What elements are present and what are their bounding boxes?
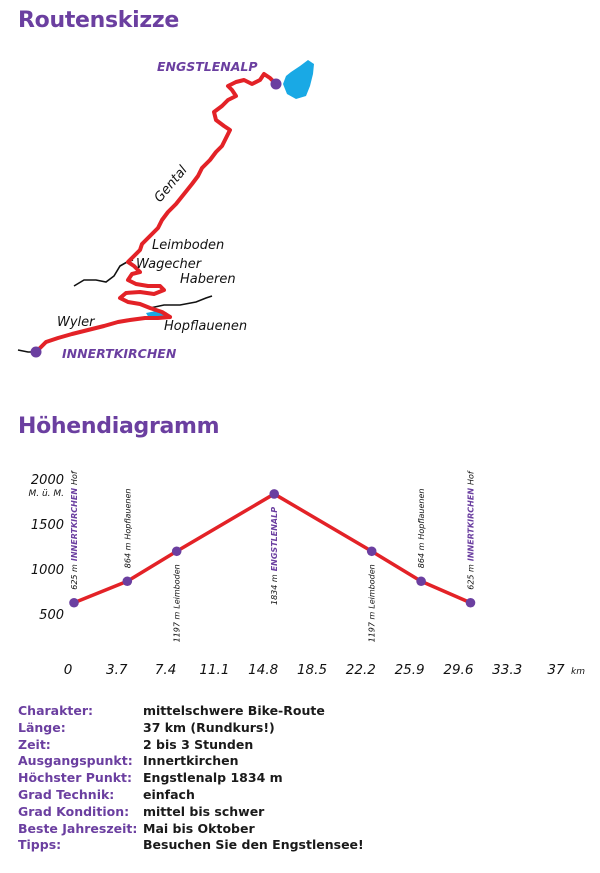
x-tick-label: 25.9 [395,662,425,678]
info-key: Ausgangspunkt: [18,753,133,769]
elevation-title: Höhendiagramm [18,414,220,439]
info-value: mittel bis schwer [143,803,265,819]
route-line [34,72,278,354]
info-key: Zeit: [18,736,51,752]
x-tick-label: 3.7 [106,662,128,678]
point-label-place: Hopflauenen [417,489,426,540]
y-tick-label: 1500 [31,518,64,533]
map-label-wagecher: Wagecher [136,257,203,272]
info-row: Beste Jahreszeit: Mai bis Oktober [18,821,364,838]
x-tick-label: 33.3 [492,662,522,678]
point-label-place: INNERTKIRCHEN [467,488,476,561]
x-tick-label: 0 [64,662,73,678]
info-row: Zeit: 2 bis 3 Stunden [18,737,364,754]
info-key: Grad Technik: [18,786,115,802]
info-row: Länge: 37 km (Rundkurs!) [18,720,364,737]
data-point [465,597,476,608]
info-value: Besuchen Sie den Engstlensee! [143,837,364,853]
point-label: 1197 m Leimboden [368,564,377,642]
point-label: 1197 m Leimboden [173,564,182,642]
info-key: Tipps: [18,837,62,853]
map-label-wyler: Wyler [57,315,96,330]
point-label: 625 m INNERTKIRCHEN Hof [467,470,476,590]
data-point [122,576,133,587]
x-tick-label: 14.8 [248,662,278,678]
info-key: Grad Kondition: [18,803,130,819]
point-label-elevation: 625 m [70,564,79,590]
point-label-elevation: 864 m [417,542,426,568]
info-row: Grad Kondition: mittel bis schwer [18,804,364,821]
x-tick-label: 18.5 [297,662,327,678]
info-value: mittelschwere Bike-Route [143,703,325,718]
x-tick-label: 37 [547,662,565,678]
point-label-elevation: 1834 m [270,574,279,605]
point-label-suffix: Hof [467,470,476,485]
info-key: Länge: [18,719,66,735]
point-label-elevation: 1197 m [173,612,182,643]
x-tick-label: 22.2 [346,662,376,678]
info-value: einfach [143,786,195,802]
point-label-place: Hopflauenen [123,489,132,540]
x-axis: 0 3.7 7.4 11.1 14.8 18.5 22.2 25.9 29.6 33.3 37 [64,662,565,678]
x-tick-label: 7.4 [155,662,176,678]
info-key: Höchster Punkt: [18,770,133,786]
info-row: Charakter: mittelschwere Bike-Route [18,703,364,720]
info-row: Ausgangspunkt: Innertkirchen [18,753,364,770]
route-info-table: Charakter: mittelschwere Bike-Route Länge:… [18,703,364,854]
info-row: Tipps: Besuchen Sie den Engstlensee! [18,837,364,854]
map-label-leimboden: Leimboden [152,238,224,253]
point-label-suffix: Hof [70,470,79,485]
info-value: Innertkirchen [143,753,239,769]
map-label-haberen: Haberen [180,272,236,287]
y-tick-label: 500 [39,608,64,623]
y-tick-label: 2000 [31,473,64,488]
road-wagecher [73,259,134,287]
data-point [416,576,426,587]
point-label: 1834 m ENGSTLENALP [270,507,279,605]
y-tick-label: 1000 [31,563,64,578]
point-label-elevation: 625 m [467,564,476,590]
point-label: 625 m INNERTKIRCHEN Hof [70,470,79,590]
map-label-engstlenalp: ENGSTLENALP [157,59,258,74]
info-key: Beste Jahreszeit: [18,820,138,836]
point-label-elevation: 864 m [123,542,132,568]
map-label-hopflauenen: Hopflauenen [164,319,247,334]
info-row: Höchster Punkt: Engstlenalp 1834 m [18,770,364,787]
y-axis: 2000 1500 1000 500 [31,473,64,623]
point-label-place: Leimboden [368,564,377,608]
route-map: ENGSTLENALP Gental Leimboden Wagecher Ha… [17,59,314,361]
point-label-place: INNERTKIRCHEN [70,488,79,561]
road-hopflauenen [149,295,213,309]
point-label-place: ENGSTLENALP [270,507,279,571]
map-label-gental: Gental [152,163,191,206]
info-value: Engstlenalp 1834 m [143,770,283,786]
point-label: 864 m Hopflauenen [417,489,426,569]
route-sketch-title: Routenskizze [18,8,180,33]
engstlensee-lake [283,60,314,99]
point-label: 864 m Hopflauenen [123,489,132,569]
x-unit-label: km [571,667,585,677]
elevation-chart: 2000 1500 1000 500 0 3.7 7.4 11.1 14.8 18.5 22.2 2… [28,470,585,678]
data-point [269,489,280,499]
data-point [69,597,79,608]
point-labels: 625 m INNERTKIRCHEN Hof 864 m Hopflauenen 119… [70,470,476,642]
info-row: Grad Technik: einfach [18,787,364,804]
info-value: 37 km (Rundkurs!) [143,719,275,735]
y-unit-label: M. ü. M. [28,489,64,499]
point-label-place: Leimboden [173,564,182,608]
engstlenalp-point [270,78,282,90]
info-value: Mai bis Oktober [143,820,255,836]
data-point [366,546,377,557]
data-points [69,489,476,608]
x-tick-label: 11.1 [199,662,229,678]
x-tick-label: 29.6 [443,662,473,678]
map-label-innertkirchen: INNERTKIRCHEN [62,346,177,361]
info-key: Charakter: [18,703,94,718]
innertkirchen-point [30,346,42,358]
info-value: 2 bis 3 Stunden [143,736,254,752]
data-point [171,546,182,557]
point-label-elevation: 1197 m [368,612,377,643]
